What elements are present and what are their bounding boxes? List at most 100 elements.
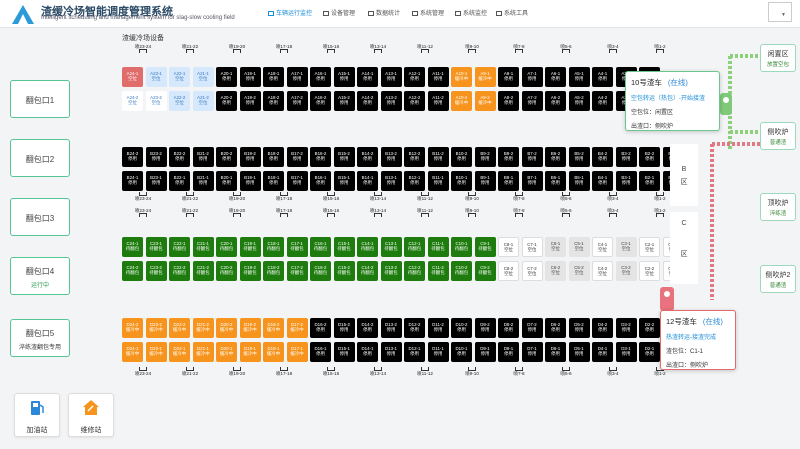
slag-pot-cell[interactable]: D19-2 缓冷中 — [239, 318, 261, 338]
slag-pot-cell[interactable]: C4-1 空位 — [592, 237, 613, 257]
slag-pot-cell[interactable]: D19-1 缓冷中 — [239, 342, 261, 362]
slag-pot-cell[interactable]: B19-2 停用 — [239, 147, 261, 167]
slag-pot-cell[interactable]: D16-2 停用 — [310, 318, 331, 338]
top-blow-furnace[interactable]: 顶吹炉 淬练渣 — [760, 193, 796, 221]
slag-pot-cell[interactable]: C12-2 待翻包 — [404, 261, 425, 281]
slag-pot-cell[interactable]: D24-1 缓冷中 — [122, 342, 143, 362]
flip-station-2[interactable]: 翻包口2 — [10, 139, 70, 177]
slag-pot-cell[interactable]: B8-1 停用 — [498, 171, 519, 191]
slag-pot-cell[interactable]: B6-2 停用 — [545, 147, 566, 167]
slag-pot-cell[interactable]: A17-2 停用 — [286, 91, 308, 111]
slag-pot-cell[interactable]: D3-2 停用 — [615, 318, 637, 338]
slag-pot-cell[interactable]: B7-1 停用 — [521, 171, 543, 191]
slag-pot-cell[interactable]: B12-1 停用 — [404, 171, 425, 191]
slag-pot-cell[interactable]: A9-2 缓冷中 — [474, 91, 496, 111]
slag-pot-cell[interactable]: A19-1 停用 — [239, 67, 261, 87]
slag-pot-cell[interactable]: D15-1 停用 — [333, 342, 355, 362]
slag-pot-cell[interactable]: A21-2 空位 — [192, 91, 214, 111]
slag-pot-cell[interactable]: B11-1 停用 — [427, 171, 449, 191]
slag-pot-cell[interactable]: B22-2 停用 — [169, 147, 190, 167]
slag-pot-cell[interactable]: A7-1 停用 — [521, 67, 543, 87]
slag-pot-cell[interactable]: D6-1 停用 — [545, 342, 566, 362]
slag-pot-cell[interactable]: D23-1 缓冷中 — [145, 342, 167, 362]
slag-pot-cell[interactable]: C6-1 空位 — [545, 237, 566, 257]
slag-pot-cell[interactable]: D18-1 缓冷中 — [263, 342, 284, 362]
slag-pot-cell[interactable]: A20-2 停用 — [216, 91, 237, 111]
slag-pot-cell[interactable]: B12-2 停用 — [404, 147, 425, 167]
slag-pot-cell[interactable]: C5-2 空位 — [568, 261, 590, 281]
slag-pot-cell[interactable]: B23-2 停用 — [145, 147, 167, 167]
slag-pot-cell[interactable]: C11-2 待翻包 — [427, 261, 449, 281]
slag-pot-cell[interactable]: C24-2 待翻包 — [122, 261, 143, 281]
user-avatar[interactable] — [768, 2, 792, 22]
slag-pot-cell[interactable]: D21-1 缓冷中 — [192, 342, 214, 362]
slag-pot-cell[interactable]: A22-1 空位 — [169, 67, 190, 87]
slag-pot-cell[interactable]: B4-2 停用 — [592, 147, 613, 167]
slag-pot-cell[interactable]: B2-1 停用 — [639, 171, 660, 191]
idle-area[interactable]: 闲置区 放置空包 — [760, 44, 796, 72]
slag-pot-cell[interactable]: D24-2 缓冷中 — [122, 318, 143, 338]
slag-pot-cell[interactable]: C10-2 待翻包 — [451, 261, 472, 281]
slag-pot-cell[interactable]: D14-1 停用 — [357, 342, 378, 362]
slag-pot-cell[interactable]: B15-2 停用 — [333, 147, 355, 167]
slag-pot-cell[interactable]: C17-2 待翻包 — [286, 261, 308, 281]
nav-system-tools[interactable]: 系统工具 — [496, 8, 528, 17]
slag-pot-cell[interactable]: A6-2 停用 — [545, 91, 566, 111]
slag-pot-cell[interactable]: B9-1 停用 — [474, 171, 496, 191]
slag-pot-cell[interactable]: B11-2 停用 — [427, 147, 449, 167]
slag-pot-cell[interactable]: C17-1 待翻包 — [286, 237, 308, 257]
slag-pot-cell[interactable]: A23-2 空位 — [145, 91, 167, 111]
slag-pot-cell[interactable]: C2-2 空位 — [639, 261, 660, 281]
slag-pot-cell[interactable]: B17-2 停用 — [286, 147, 308, 167]
slag-pot-cell[interactable]: D12-2 停用 — [404, 318, 425, 338]
slag-pot-cell[interactable]: B8-2 停用 — [498, 147, 519, 167]
slag-pot-cell[interactable]: A15-1 停用 — [333, 67, 355, 87]
slag-pot-cell[interactable]: A22-2 空位 — [169, 91, 190, 111]
slag-pot-cell[interactable]: B10-1 停用 — [451, 171, 472, 191]
fuel-station[interactable]: 加油站 — [14, 393, 60, 437]
slag-pot-cell[interactable]: C7-2 空位 — [521, 261, 543, 281]
slag-pot-cell[interactable]: B7-2 停用 — [521, 147, 543, 167]
slag-pot-cell[interactable]: A7-2 停用 — [521, 91, 543, 111]
slag-pot-cell[interactable]: D14-2 停用 — [357, 318, 378, 338]
flip-station-4[interactable]: 翻包口4 运行中 — [10, 257, 70, 295]
slag-pot-cell[interactable]: D20-1 缓冷中 — [216, 342, 237, 362]
slag-pot-cell[interactable]: D10-2 停用 — [451, 318, 472, 338]
slag-pot-cell[interactable]: A14-1 停用 — [357, 67, 378, 87]
slag-pot-cell[interactable]: B14-1 停用 — [357, 171, 378, 191]
slag-pot-cell[interactable]: C2-1 空位 — [639, 237, 660, 257]
slag-pot-cell[interactable]: D22-2 缓冷中 — [169, 318, 190, 338]
slag-pot-cell[interactable]: D9-2 停用 — [474, 318, 496, 338]
slag-pot-cell[interactable]: D23-2 缓冷中 — [145, 318, 167, 338]
slag-pot-cell[interactable]: B14-2 停用 — [357, 147, 378, 167]
slag-pot-cell[interactable]: C14-2 待翻包 — [357, 261, 378, 281]
slag-pot-cell[interactable]: C4-2 空位 — [592, 261, 613, 281]
slag-pot-cell[interactable]: A16-2 停用 — [310, 91, 331, 111]
slag-pot-cell[interactable]: C13-2 待翻包 — [380, 261, 402, 281]
slag-pot-cell[interactable]: A10-1 缓冷中 — [451, 67, 472, 87]
slag-pot-cell[interactable]: C24-1 待翻包 — [122, 237, 143, 257]
slag-pot-cell[interactable]: A20-1 停用 — [216, 67, 237, 87]
slag-pot-cell[interactable]: A10-2 缓冷中 — [451, 91, 472, 111]
slag-pot-cell[interactable]: D8-2 停用 — [498, 318, 519, 338]
slag-pot-cell[interactable]: A11-1 停用 — [427, 67, 449, 87]
slag-pot-cell[interactable]: C11-1 待翻包 — [427, 237, 449, 257]
slag-pot-cell[interactable]: D11-1 停用 — [427, 342, 449, 362]
slag-pot-cell[interactable]: D8-1 停用 — [498, 342, 519, 362]
slag-pot-cell[interactable]: D3-1 停用 — [615, 342, 637, 362]
flip-station-5[interactable]: 翻包口5 淬练渣翻包专用 — [10, 319, 70, 357]
slag-pot-cell[interactable]: B16-2 停用 — [310, 147, 331, 167]
slag-pot-cell[interactable]: C19-2 待翻包 — [239, 261, 261, 281]
slag-pot-cell[interactable]: A8-2 停用 — [498, 91, 519, 111]
slag-pot-cell[interactable]: C15-1 待翻包 — [333, 237, 355, 257]
slag-pot-cell[interactable]: C10-1 待翻包 — [451, 237, 472, 257]
slag-pot-cell[interactable]: C18-1 待翻包 — [263, 237, 284, 257]
slag-pot-cell[interactable]: B16-1 停用 — [310, 171, 331, 191]
slag-pot-cell[interactable]: C23-2 待翻包 — [145, 261, 167, 281]
slag-pot-cell[interactable]: B15-1 停用 — [333, 171, 355, 191]
slag-pot-cell[interactable]: D21-2 缓冷中 — [192, 318, 214, 338]
slag-pot-cell[interactable]: A18-2 停用 — [263, 91, 284, 111]
slag-pot-cell[interactable]: D16-1 停用 — [310, 342, 331, 362]
slag-pot-cell[interactable]: C9-1 待翻包 — [474, 237, 496, 257]
slag-pot-cell[interactable]: A5-2 停用 — [568, 91, 590, 111]
